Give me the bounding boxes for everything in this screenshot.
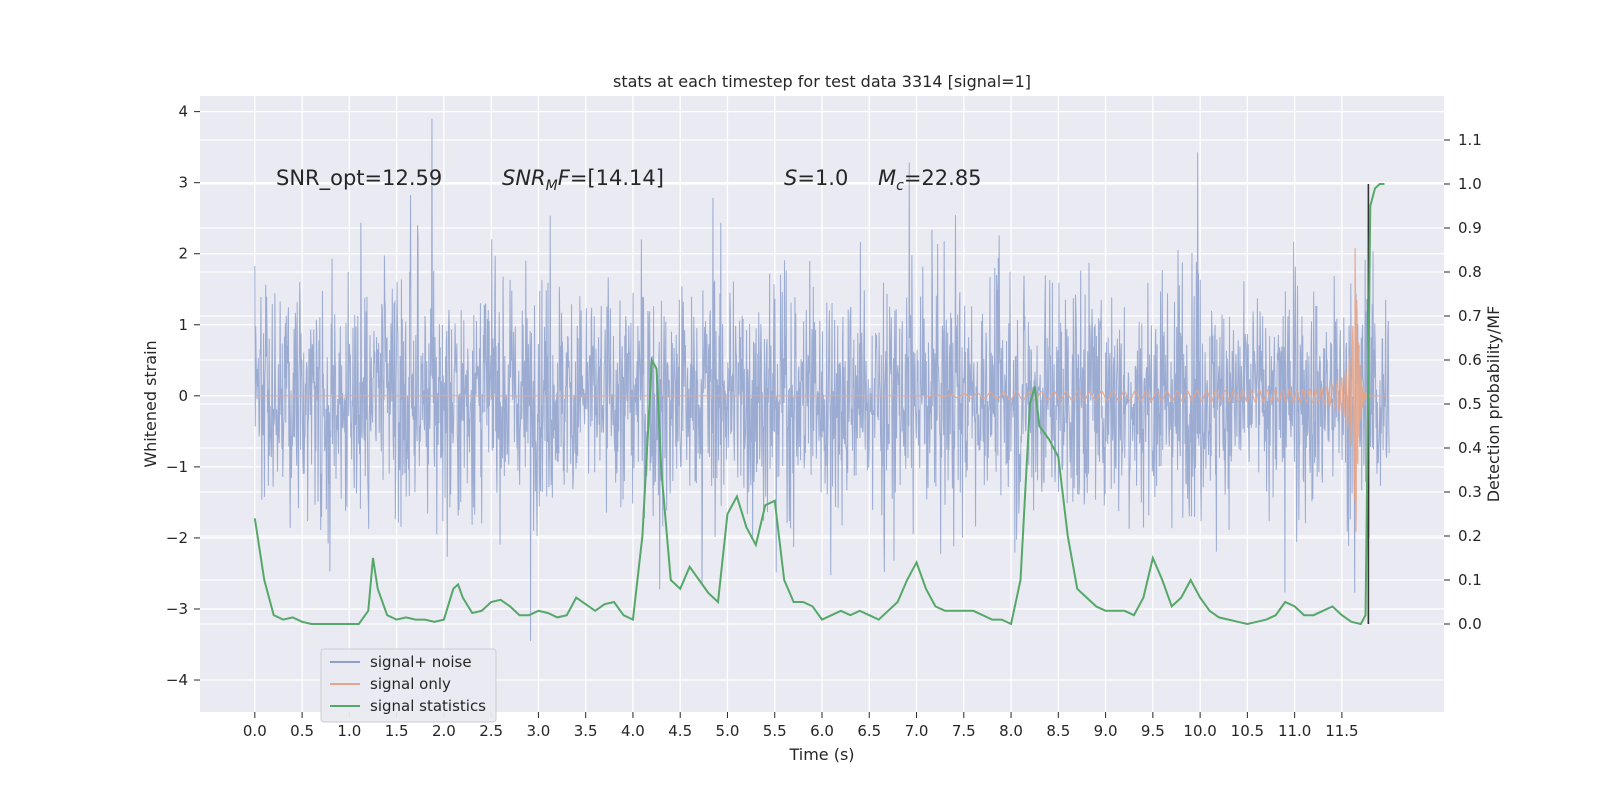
annotation-snr-mf-value: =[14.14] [570,166,664,190]
annotation-s-symbol: S [784,166,797,190]
x-tick-label: 2.0 [432,722,456,740]
series-line-signal-noise [254,118,1390,641]
x-tick-label: 1.0 [337,722,361,740]
y-right-tick-label: 0.0 [1458,615,1482,633]
y-axis-right-label: Detection probability/MF [1484,306,1503,503]
x-tick-label: 6.5 [857,722,881,740]
x-tick-label: 2.5 [479,722,503,740]
y-right-tick-label: 0.5 [1458,395,1482,413]
y-tick-label: 0 [178,387,188,405]
y-tick-label: 4 [178,103,188,121]
y-tick-label: −1 [166,458,188,476]
y-right-tick-label: 0.3 [1458,483,1482,501]
y-right-tick-label: 0.6 [1458,351,1482,369]
legend: signal+ noise signal only signal statist… [320,648,497,723]
y-tick-label: −3 [166,600,188,618]
series-signal-noise [254,118,1390,641]
x-axis-label: Time (s) [788,745,854,764]
y-right-tick-label: 0.2 [1458,527,1482,545]
x-tick-label: 9.5 [1141,722,1165,740]
annotation-snr-mf-sub: M [546,178,558,194]
y-right-tick-label: 0.9 [1458,219,1482,237]
x-tick-label: 11.0 [1278,722,1311,740]
legend-box [320,648,497,723]
x-tick-label: 7.0 [905,722,929,740]
y-tick-label: −4 [166,671,188,689]
series-line-signal-statistics [253,183,1385,626]
series-signal-statistics [253,183,1385,626]
x-tick-label: 10.0 [1183,722,1216,740]
x-tick-label: 4.0 [621,722,645,740]
x-tick-label: 5.5 [763,722,787,740]
chart-title: stats at each timestep for test data 331… [613,72,1031,91]
y-right-tick-label: 1.1 [1458,131,1482,149]
x-tick-label: 3.5 [574,722,598,740]
y-right-tick-label: 1.0 [1458,175,1482,193]
annotation-s-value: =1.0 [797,166,848,190]
legend-label-signal-only: signal only [370,675,451,693]
annotation-snr-opt: SNR_opt=12.59 [276,166,442,191]
y-tick-label: 3 [178,174,188,192]
y-axis-label: Whitened strain [141,340,160,467]
x-tick-label: 8.5 [1046,722,1070,740]
y-right-tick-label: 0.4 [1458,439,1482,457]
annotation-mc: Mc=22.85 [878,166,982,194]
y-right-tick-label: 0.8 [1458,263,1482,281]
legend-label-signal-statistics: signal statistics [370,697,486,715]
x-tick-label: 3.0 [526,722,550,740]
x-tick-label: 9.0 [1094,722,1118,740]
grid [200,96,1444,712]
y-tick-label: 2 [178,245,188,263]
x-tick-label: 10.5 [1231,722,1264,740]
x-tick-label: 4.5 [668,722,692,740]
annotations: SNR_opt=12.59 SNRMF=[14.14] S=1.0 Mc=22.… [276,166,982,194]
x-tick-label: 5.0 [716,722,740,740]
x-tick-label: 6.0 [810,722,834,740]
annotation-snr-mf-main: SNR [502,166,546,190]
y-tick-label: 1 [178,316,188,334]
annotation-mc-value: =22.85 [904,166,982,190]
axes: 0.0 0.5 1.0 1.5 2.0 2.5 3.0 3.5 4.0 4.5 5.0 5.5 6.0 6… [166,103,1482,740]
series-line-signal-only [254,248,1390,532]
annotation-mc-sub: c [896,178,904,194]
x-tick-label: 7.5 [952,722,976,740]
x-tick-label: 1.5 [385,722,409,740]
y-right-tick-label: 0.1 [1458,571,1482,589]
y-tick-label: −2 [166,529,188,547]
x-tick-label: 0.0 [243,722,267,740]
annotation-snr-mf-rest: F [558,166,571,190]
annotation-mc-symbol: M [878,166,896,190]
y-right-tick-label: 0.7 [1458,307,1482,325]
annotation-snr-mf: SNRMF=[14.14] [502,166,664,194]
annotation-s: S=1.0 [784,166,848,190]
x-tick-label: 0.5 [290,722,314,740]
x-tick-label: 8.0 [999,722,1023,740]
legend-label-signal-noise: signal+ noise [370,653,472,671]
x-tick-label: 11.5 [1325,722,1358,740]
